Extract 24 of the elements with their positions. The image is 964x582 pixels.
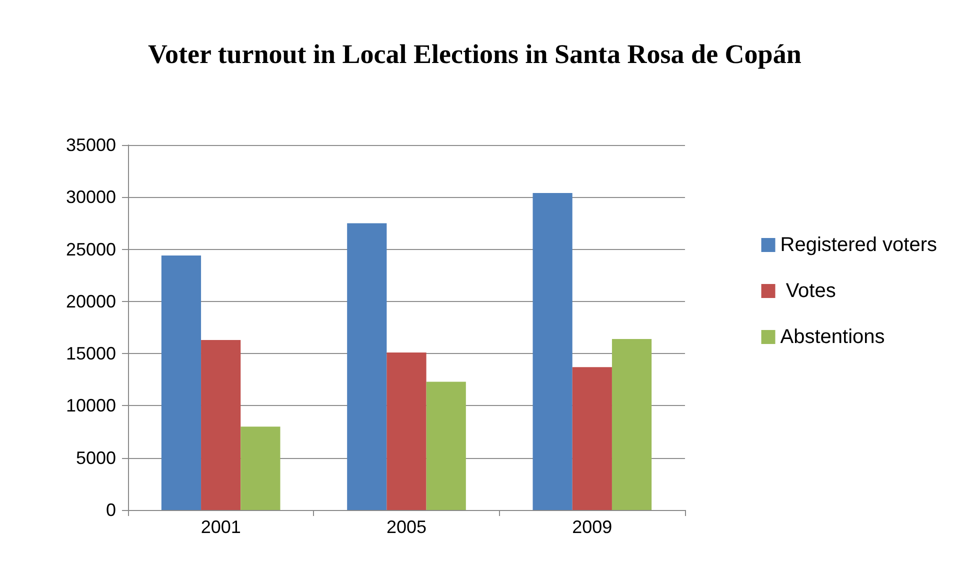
bar xyxy=(426,382,466,510)
bar xyxy=(612,338,652,510)
bar xyxy=(572,367,612,510)
y-tick-label: 5000 xyxy=(76,448,116,468)
legend-label: Registered voters xyxy=(780,234,938,256)
legend-label: Votes xyxy=(780,280,836,302)
bar xyxy=(201,340,241,510)
y-tick-label: 20000 xyxy=(66,291,116,312)
legend-label: Abstentions xyxy=(780,326,885,348)
y-tick-label: 25000 xyxy=(66,239,116,260)
y-tick-label: 15000 xyxy=(66,344,116,364)
bar xyxy=(240,426,280,510)
bar xyxy=(347,223,387,510)
bar xyxy=(532,192,572,510)
y-tick-label: 35000 xyxy=(66,135,116,155)
chart-title: Voter turnout in Local Elections in Santa Rosa de Copán xyxy=(148,39,802,69)
x-tick-label: 2001 xyxy=(200,517,241,537)
y-tick-label: 10000 xyxy=(66,396,116,416)
y-tick-label: 0 xyxy=(106,500,116,520)
y-tick-label: 30000 xyxy=(66,187,116,208)
bar xyxy=(161,256,202,510)
bar xyxy=(386,352,426,510)
x-tick-label: 2009 xyxy=(572,517,612,537)
x-tick-label: 2005 xyxy=(386,517,427,537)
